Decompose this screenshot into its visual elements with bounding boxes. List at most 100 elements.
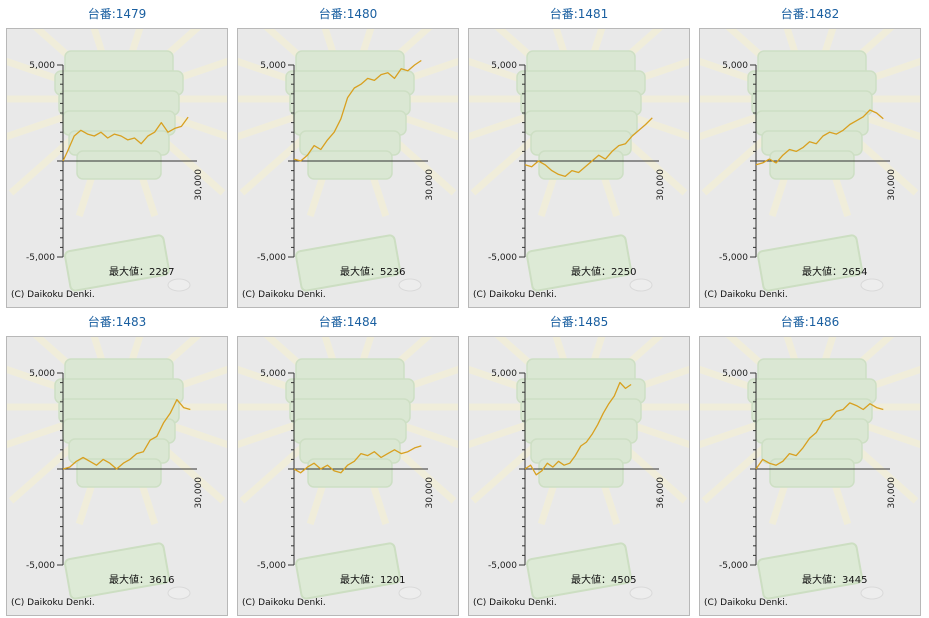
tray-bottom-shape bbox=[526, 542, 632, 600]
y-tick-label: -5,000 bbox=[257, 561, 286, 571]
coin-shape bbox=[398, 278, 422, 292]
y-tick-label: 5,000 bbox=[722, 369, 748, 379]
x-max-label: 30,000 bbox=[656, 169, 666, 201]
copyright-label: (C) Daikoku Denki. bbox=[473, 290, 557, 300]
tray-bottom-shape bbox=[526, 234, 632, 292]
series-line bbox=[293, 59, 422, 162]
tray-bottom-shape bbox=[295, 542, 401, 600]
chart-title: 台番:1482 bbox=[780, 7, 840, 21]
coin-shape bbox=[167, 586, 191, 600]
chart-title: 台番:1483 bbox=[87, 315, 147, 329]
series-line bbox=[755, 109, 884, 166]
chart-title: 台番:1486 bbox=[780, 315, 840, 329]
copyright-label: (C) Daikoku Denki. bbox=[242, 598, 326, 608]
tray-bottom-shape bbox=[757, 542, 863, 600]
chart-svg: 5,000 -5,000 30,000 最大値：3616 (C) Daikoku Den… bbox=[7, 337, 227, 608]
y-tick-label: -5,000 bbox=[488, 561, 517, 571]
x-max-label: 30,000 bbox=[194, 477, 204, 509]
tray-bottom-shape bbox=[757, 234, 863, 292]
y-tick-label: -5,000 bbox=[719, 561, 748, 571]
chart-panel: 5,000 -5,000 30,000 最大値：3445 (C) Daikoku Den… bbox=[699, 336, 921, 616]
x-max-label: 30,000 bbox=[887, 169, 897, 201]
x-max-label: 30,000 bbox=[887, 477, 897, 509]
series-line bbox=[524, 381, 632, 476]
background-illustration bbox=[469, 29, 689, 292]
tray-shape bbox=[538, 458, 624, 488]
tray-bottom-shape bbox=[295, 234, 401, 292]
coin-shape bbox=[860, 586, 884, 600]
background-illustration bbox=[7, 337, 227, 600]
chart-title: 台番:1480 bbox=[318, 7, 378, 21]
chart-title: 台番:1485 bbox=[549, 315, 609, 329]
series-line bbox=[62, 398, 191, 470]
chart-svg: 5,000 -5,000 36,000 最大値：4505 (C) Daikoku Den… bbox=[469, 337, 689, 608]
max-value-label: 最大値：2250 bbox=[571, 265, 636, 278]
copyright-label: (C) Daikoku Denki. bbox=[704, 598, 788, 608]
chart-svg: 5,000 -5,000 30,000 最大値：1201 (C) Daikoku Den… bbox=[238, 337, 458, 608]
background-illustration bbox=[238, 29, 458, 292]
series-line bbox=[755, 402, 884, 470]
x-max-label: 30,000 bbox=[425, 169, 435, 201]
chart-svg: 5,000 -5,000 30,000 最大値：2287 (C) Daikoku Den… bbox=[7, 29, 227, 300]
y-tick-label: -5,000 bbox=[488, 253, 517, 263]
background-illustration bbox=[700, 29, 920, 292]
max-value-label: 最大値：3616 bbox=[109, 573, 174, 586]
tray-bottom-shape bbox=[64, 542, 170, 600]
series-line bbox=[293, 445, 422, 474]
coin-shape bbox=[629, 278, 653, 292]
tray-shape bbox=[76, 458, 162, 488]
chart-panel: 5,000 -5,000 30,000 最大値：2250 (C) Daikoku Den… bbox=[468, 28, 690, 308]
y-tick-label: -5,000 bbox=[26, 253, 55, 263]
y-tick-label: 5,000 bbox=[260, 369, 286, 379]
chart-title: 台番:1481 bbox=[549, 7, 609, 21]
chart-panel: 5,000 -5,000 30,000 最大値：2654 (C) Daikoku Den… bbox=[699, 28, 921, 308]
chart-title: 台番:1484 bbox=[318, 315, 378, 329]
max-value-label: 最大値：5236 bbox=[340, 265, 405, 278]
y-tick-label: 5,000 bbox=[491, 369, 517, 379]
copyright-label: (C) Daikoku Denki. bbox=[473, 598, 557, 608]
chart-svg: 5,000 -5,000 30,000 最大値：3445 (C) Daikoku Den… bbox=[700, 337, 920, 608]
chart-panel: 5,000 -5,000 30,000 最大値：2287 (C) Daikoku Den… bbox=[6, 28, 228, 308]
y-tick-label: -5,000 bbox=[719, 253, 748, 263]
chart-svg: 5,000 -5,000 30,000 最大値：2654 (C) Daikoku Den… bbox=[700, 29, 920, 300]
series-line bbox=[62, 116, 189, 162]
y-tick-label: -5,000 bbox=[26, 561, 55, 571]
background-illustration bbox=[7, 29, 227, 292]
x-max-label: 30,000 bbox=[425, 477, 435, 509]
chart-title: 台番:1479 bbox=[87, 7, 147, 21]
y-tick-label: 5,000 bbox=[260, 61, 286, 71]
series-line bbox=[524, 117, 653, 178]
background-illustration bbox=[238, 337, 458, 600]
y-tick-label: 5,000 bbox=[29, 369, 55, 379]
copyright-label: (C) Daikoku Denki. bbox=[11, 290, 95, 300]
copyright-label: (C) Daikoku Denki. bbox=[242, 290, 326, 300]
y-tick-label: 5,000 bbox=[29, 61, 55, 71]
y-tick-label: 5,000 bbox=[722, 61, 748, 71]
x-max-label: 36,000 bbox=[656, 477, 666, 509]
chart-panel: 5,000 -5,000 36,000 最大値：4505 (C) Daikoku Den… bbox=[468, 336, 690, 616]
max-value-label: 最大値：3445 bbox=[802, 573, 867, 586]
coin-shape bbox=[398, 586, 422, 600]
tray-shape bbox=[538, 150, 624, 180]
tray-shape bbox=[76, 150, 162, 180]
max-value-label: 最大値：4505 bbox=[571, 573, 636, 586]
tray-shape bbox=[307, 150, 393, 180]
y-tick-label: -5,000 bbox=[257, 253, 286, 263]
copyright-label: (C) Daikoku Denki. bbox=[704, 290, 788, 300]
tray-bottom-shape bbox=[64, 234, 170, 292]
y-tick-label: 5,000 bbox=[491, 61, 517, 71]
chart-panel: 5,000 -5,000 30,000 最大値：1201 (C) Daikoku Den… bbox=[237, 336, 459, 616]
coin-shape bbox=[860, 278, 884, 292]
tray-shape bbox=[769, 150, 855, 180]
x-max-label: 30,000 bbox=[194, 169, 204, 201]
max-value-label: 最大値：2654 bbox=[802, 265, 867, 278]
chart-panel: 5,000 -5,000 30,000 最大値：5236 (C) Daikoku Den… bbox=[237, 28, 459, 308]
chart-svg: 5,000 -5,000 30,000 最大値：2250 (C) Daikoku Den… bbox=[469, 29, 689, 300]
max-value-label: 最大値：1201 bbox=[340, 573, 405, 586]
background-illustration bbox=[700, 337, 920, 600]
chart-panel: 5,000 -5,000 30,000 最大値：3616 (C) Daikoku Den… bbox=[6, 336, 228, 616]
copyright-label: (C) Daikoku Denki. bbox=[11, 598, 95, 608]
tray-shape bbox=[769, 458, 855, 488]
coin-shape bbox=[167, 278, 191, 292]
coin-shape bbox=[629, 586, 653, 600]
